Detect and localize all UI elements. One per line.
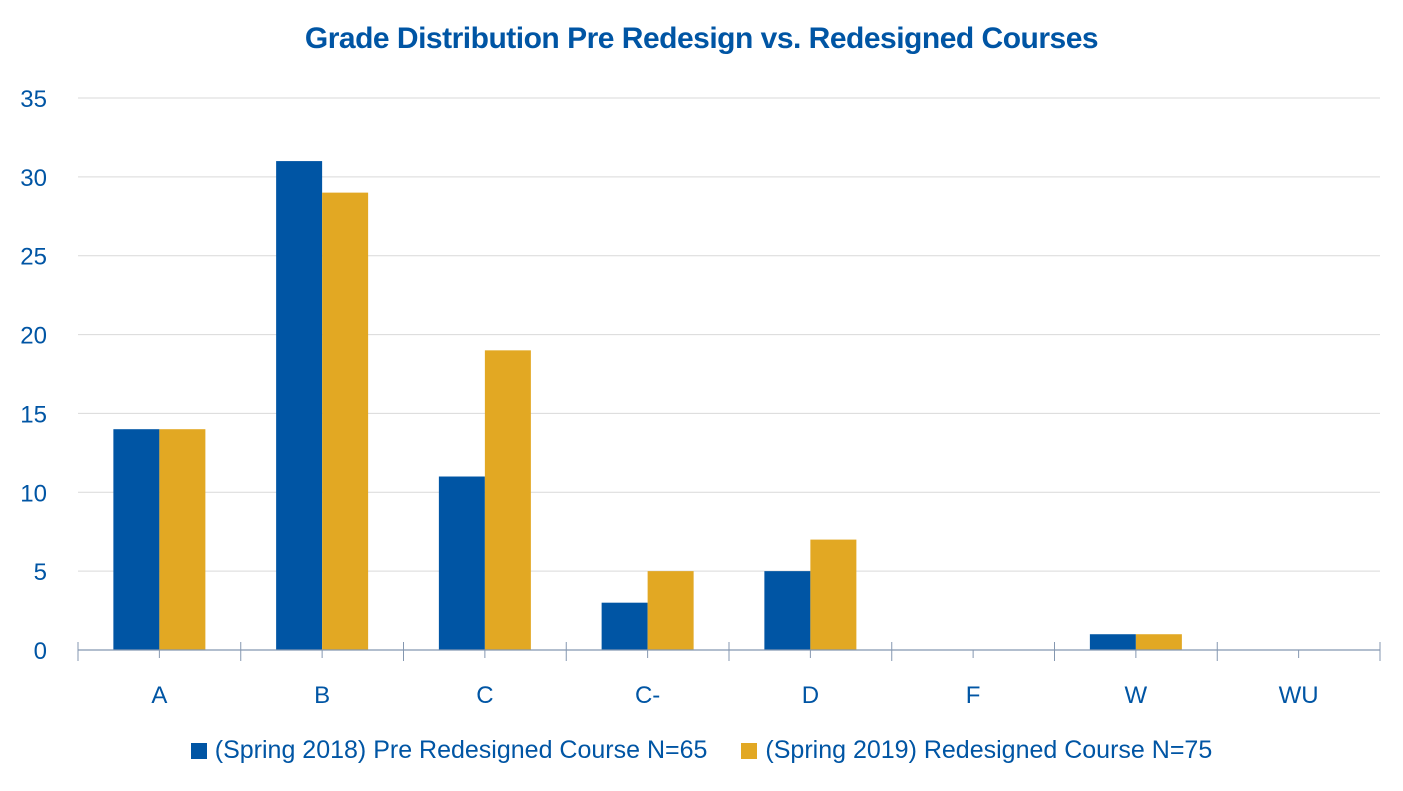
- x-tick-label: WU: [1279, 682, 1319, 709]
- legend-label-redesigned: (Spring 2019) Redesigned Course N=75: [765, 736, 1213, 764]
- bar-redesigned-A: [159, 429, 206, 650]
- bar-pre-redesign-D: [764, 571, 811, 650]
- legend-item-pre-redesign[interactable]: (Spring 2018) Pre Redesigned Course N=65: [190, 736, 708, 765]
- x-axis-ticks: A B C C- D F W WU: [151, 682, 1318, 709]
- bar-pre-redesign-C: [438, 476, 485, 650]
- chart-title: Grade Distribution Pre Redesign vs. Rede…: [304, 22, 1099, 55]
- x-tick-label: D: [802, 682, 819, 709]
- y-tick-label: 5: [34, 559, 47, 586]
- bar-redesigned-D: [810, 539, 857, 650]
- legend-swatch-pre-redesign: [190, 742, 207, 759]
- bar-pre-redesign-W: [1089, 634, 1136, 650]
- bar-redesigned-C-: [647, 571, 694, 650]
- legend: (Spring 2018) Pre Redesigned Course N=65…: [0, 736, 1403, 765]
- x-tick-label: F: [966, 682, 981, 709]
- y-tick-label: 10: [20, 480, 47, 507]
- y-axis-ticks: 0 5 10 15 20 25 30 35: [20, 86, 47, 665]
- x-tick-label: A: [151, 682, 167, 709]
- y-tick-label: 30: [20, 165, 47, 192]
- bars: [113, 161, 1182, 651]
- x-tick-label: C: [476, 682, 493, 709]
- x-tick-label: W: [1125, 682, 1148, 709]
- x-tick-label: B: [314, 682, 330, 709]
- legend-label-pre-redesign: (Spring 2018) Pre Redesigned Course N=65: [214, 736, 708, 764]
- bar-pre-redesign-C-: [601, 602, 648, 650]
- bar-pre-redesign-A: [113, 429, 160, 650]
- gridlines: [78, 97, 1380, 572]
- bar-redesigned-B: [322, 192, 369, 650]
- legend-item-redesigned[interactable]: (Spring 2019) Redesigned Course N=75: [741, 736, 1212, 765]
- y-tick-label: 15: [20, 401, 47, 428]
- y-tick-label: 35: [20, 86, 47, 113]
- y-tick-label: 25: [20, 244, 47, 271]
- bar-pre-redesign-B: [276, 161, 323, 651]
- x-axis: [77, 642, 1381, 661]
- bar-redesigned-C: [484, 350, 531, 650]
- y-tick-label: 0: [34, 638, 47, 665]
- y-tick-label: 20: [20, 323, 47, 350]
- legend-swatch-redesigned: [741, 742, 758, 759]
- x-tick-label: C-: [635, 682, 660, 709]
- bar-redesigned-W: [1135, 634, 1182, 650]
